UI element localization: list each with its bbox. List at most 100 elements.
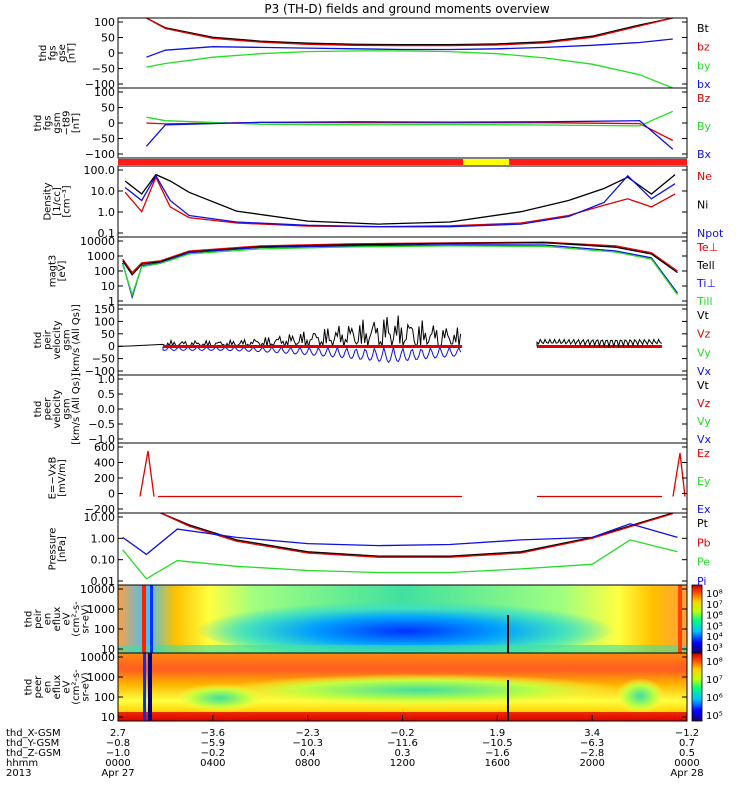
y-tick-label: 400 bbox=[94, 457, 115, 470]
ephemeris-value: 2.7 bbox=[110, 728, 126, 739]
legend-temperature-1: Tell bbox=[696, 259, 715, 272]
y-axis-label: en bbox=[43, 613, 54, 626]
y-tick-label: 600 bbox=[94, 441, 115, 454]
legend-electron_velocity-1: Vz bbox=[697, 397, 711, 410]
series-fgs_gsm-By bbox=[146, 110, 674, 127]
y-tick-label: −1.0 bbox=[88, 433, 115, 446]
y-tick-label: −50 bbox=[92, 63, 115, 76]
ephemeris-value: −0.8 bbox=[106, 738, 130, 749]
y-axis-label: [nT] bbox=[71, 113, 82, 133]
y-tick-label: 1000 bbox=[87, 250, 115, 263]
series-density-Ni bbox=[124, 173, 676, 225]
colorbar-label: 10⁸ bbox=[706, 589, 723, 600]
y-tick-label: 100 bbox=[94, 86, 115, 99]
legend-fgs_gse-0: Bt bbox=[697, 22, 710, 35]
y-tick-label: −50 bbox=[92, 353, 115, 366]
mode-status-bar bbox=[118, 159, 687, 165]
ephemeris-value: 0.4 bbox=[300, 748, 316, 759]
y-tick-label: 1.0 bbox=[98, 206, 116, 219]
ephemeris-label: thd_Z-GSM bbox=[6, 748, 61, 759]
y-tick-label: 100 bbox=[94, 623, 115, 636]
panel-frame-temperature bbox=[117, 236, 688, 306]
ephemeris-value: 1600 bbox=[485, 758, 510, 769]
electron-colorbar bbox=[691, 652, 703, 722]
ephemeris-label: hhmm bbox=[6, 758, 38, 769]
series-fgs_gsm-Bx bbox=[145, 120, 674, 150]
y-axis-label: E=−VxB bbox=[47, 457, 58, 500]
legend-density-2: Npot bbox=[697, 227, 724, 240]
y-tick-label: 0 bbox=[108, 117, 115, 130]
y-axis-label: gsm bbox=[52, 112, 63, 133]
y-tick-label: −100 bbox=[85, 365, 115, 378]
legend-temperature-0: Te⊥ bbox=[696, 241, 718, 254]
legend-pressure-3: Pi bbox=[697, 575, 706, 588]
velocity-trace-vt bbox=[118, 315, 462, 349]
ephemeris-value: −2.3 bbox=[296, 728, 320, 739]
ephemeris-value: 0000 bbox=[674, 758, 699, 769]
y-tick-label: 1 bbox=[108, 295, 115, 308]
y-axis-label: eV bbox=[62, 680, 73, 693]
y-tick-label: −100 bbox=[85, 148, 115, 161]
ephemeris-value: −0.2 bbox=[390, 728, 414, 739]
y-axis-label: thd bbox=[33, 332, 44, 349]
legend-electron_velocity-0: Vt bbox=[697, 379, 710, 392]
legend-fgs_gse-2: by bbox=[697, 59, 711, 72]
ephemeris-value: 0400 bbox=[200, 758, 225, 769]
legend-pressure-2: Pe bbox=[697, 556, 710, 569]
y-tick-label: 1.00 bbox=[91, 532, 116, 545]
y-tick-label: 0.01 bbox=[91, 575, 116, 588]
y-tick-label: 200 bbox=[94, 472, 115, 485]
series-density-Ne bbox=[124, 175, 676, 228]
legend-pressure-1: Pb bbox=[697, 536, 711, 549]
series-pressure-Pe bbox=[122, 539, 678, 580]
panel-frame-pressure bbox=[117, 512, 688, 586]
ephemeris-value: −1.0 bbox=[106, 748, 130, 759]
legend-density-1: Ni bbox=[697, 199, 708, 212]
y-tick-label: 100 bbox=[94, 265, 115, 278]
ephemeris-value: −10.3 bbox=[292, 738, 323, 749]
y-axis-label: gse bbox=[57, 44, 68, 62]
y-tick-label: 1.0 bbox=[98, 373, 116, 386]
y-axis-label: (cm²-s- bbox=[71, 669, 82, 705]
colorbar-label: 10⁷ bbox=[706, 600, 723, 611]
legend-fgs_gsm-0: Bz bbox=[697, 92, 711, 105]
colorbar-label: 10³ bbox=[706, 643, 723, 654]
y-axis-label: eV bbox=[62, 612, 73, 625]
y-axis-label: −t89 bbox=[62, 110, 73, 135]
panel-frame-fgs_gse bbox=[117, 17, 688, 89]
series-pressure-Pb bbox=[160, 512, 673, 558]
y-tick-label: 1000 bbox=[87, 671, 115, 684]
ephemeris-value: −3.6 bbox=[201, 728, 225, 739]
y-axis-label: [1/cc] bbox=[52, 187, 63, 216]
y-axis-label: velocity bbox=[52, 320, 63, 359]
legend-electron_velocity-3: Vx bbox=[697, 433, 712, 446]
y-tick-label: −50 bbox=[92, 133, 115, 146]
y-tick-label: 10.0 bbox=[91, 185, 116, 198]
series-density-Npot bbox=[124, 174, 676, 228]
legend-efield-2: Ex bbox=[697, 503, 711, 516]
legend-pressure-0: Pt bbox=[697, 517, 709, 530]
y-tick-label: 100 bbox=[94, 16, 115, 29]
y-tick-label: 10000 bbox=[80, 235, 115, 248]
panel-frame-electron_velocity bbox=[117, 374, 688, 444]
y-tick-label: 10 bbox=[101, 643, 115, 656]
legend-efield-0: Ez bbox=[697, 447, 710, 460]
ephemeris-value: −5.9 bbox=[201, 738, 225, 749]
y-tick-label: 0.5 bbox=[98, 388, 116, 401]
y-axis-label: [mV/m] bbox=[57, 459, 68, 497]
ephemeris-value: −6.3 bbox=[580, 738, 604, 749]
y-axis-label: magt3 bbox=[47, 255, 58, 288]
y-tick-label: 10 bbox=[101, 280, 115, 293]
y-tick-label: 10 bbox=[101, 711, 115, 724]
y-tick-label: 50 bbox=[101, 328, 115, 341]
y-axis-label: gsm bbox=[62, 398, 73, 419]
y-tick-label: 150 bbox=[94, 303, 115, 316]
y-axis-label: fgs bbox=[43, 115, 54, 130]
ephemeris-value: 0.7 bbox=[679, 738, 695, 749]
legend-efield-1: Ey bbox=[697, 475, 711, 488]
y-tick-label: −0.5 bbox=[88, 418, 115, 431]
y-tick-label: 10000 bbox=[80, 583, 115, 596]
ion-spectrogram-image bbox=[118, 585, 687, 658]
series-pressure-Pt bbox=[160, 512, 673, 557]
